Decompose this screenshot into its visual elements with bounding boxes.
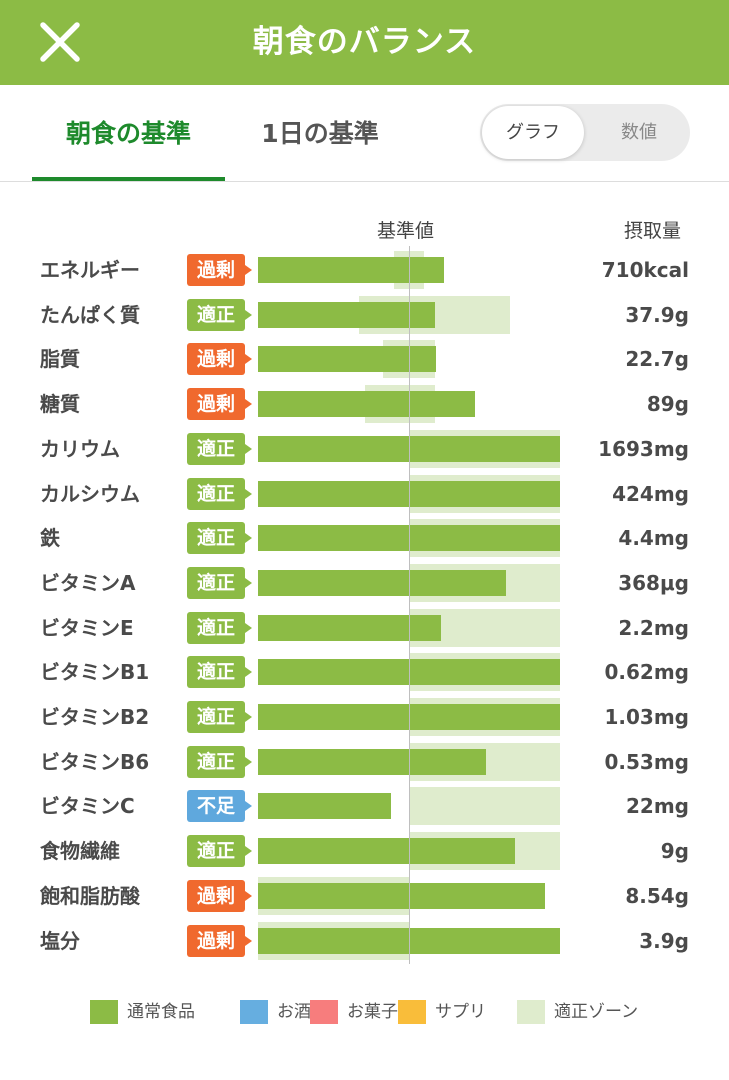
legend-swatch bbox=[517, 1000, 545, 1024]
nutrient-row: 鉄 適正 4.4mg bbox=[0, 516, 729, 560]
nutrient-name: 飽和脂肪酸 bbox=[40, 883, 140, 908]
nutrient-row: カリウム 適正 1693mg bbox=[0, 427, 729, 471]
intake-bar bbox=[258, 793, 391, 820]
status-badge: 適正 bbox=[187, 656, 252, 689]
active-tab-indicator bbox=[32, 177, 225, 181]
intake-column-header: 摂取量 bbox=[624, 220, 682, 242]
intake-value: 3.9g bbox=[639, 928, 689, 953]
baseline-column-header: 基準値 bbox=[377, 220, 435, 242]
intake-value: 22.7g bbox=[625, 347, 689, 372]
intake-bar bbox=[258, 614, 441, 641]
nutrient-row: ビタミンB6 適正 0.53mg bbox=[0, 740, 729, 784]
nutrient-name: ビタミンE bbox=[40, 615, 134, 640]
legend-swatch bbox=[398, 1000, 426, 1024]
intake-value: 8.54g bbox=[625, 883, 689, 908]
intake-bar bbox=[258, 748, 486, 775]
intake-value: 710kcal bbox=[601, 258, 689, 282]
nutrient-row: 塩分 過剰 3.9g bbox=[0, 919, 729, 963]
tab-daily-standard[interactable]: 1日の基準 bbox=[261, 119, 379, 148]
legend-label: 通常食品 bbox=[127, 1002, 195, 1022]
nutrient-name: たんぱく質 bbox=[40, 302, 140, 327]
status-badge: 過剰 bbox=[187, 388, 252, 421]
intake-bar bbox=[258, 391, 476, 418]
intake-value: 22mg bbox=[626, 794, 689, 819]
close-button[interactable] bbox=[38, 20, 82, 64]
intake-bar bbox=[258, 346, 437, 373]
close-icon bbox=[40, 22, 80, 62]
baseline-line bbox=[409, 246, 410, 964]
nutrient-row: 食物繊維 適正 9g bbox=[0, 829, 729, 873]
nutrient-row: 糖質 過剰 89g bbox=[0, 382, 729, 426]
intake-value: 4.4mg bbox=[618, 526, 689, 551]
status-badge: 適正 bbox=[187, 432, 252, 465]
nutrient-row: ビタミンA 適正 368μg bbox=[0, 561, 729, 605]
nutrient-name: エネルギー bbox=[40, 258, 140, 282]
nutrient-row: エネルギー 過剰 710kcal bbox=[0, 248, 729, 292]
nutrient-name: カリウム bbox=[40, 436, 120, 461]
intake-value: 9g bbox=[660, 839, 689, 864]
intake-value: 0.62mg bbox=[604, 660, 689, 685]
legend-label: 適正ゾーン bbox=[554, 1002, 639, 1022]
status-badge: 適正 bbox=[187, 701, 252, 733]
nutrient-row: 脂質 過剰 22.7g bbox=[0, 337, 729, 381]
legend-label: お酒 bbox=[277, 1002, 311, 1022]
nutrient-name: 鉄 bbox=[40, 526, 60, 551]
nutrient-name: 食物繊維 bbox=[40, 839, 120, 864]
appropriate-zone bbox=[409, 787, 560, 826]
status-badge: 適正 bbox=[187, 611, 252, 644]
nutrient-name: 糖質 bbox=[40, 392, 80, 417]
header-bar: 朝食のバランス bbox=[0, 0, 729, 85]
nutrient-name: ビタミンB2 bbox=[40, 705, 150, 729]
intake-bar bbox=[258, 569, 506, 596]
nutrient-row: カルシウム 適正 424mg bbox=[0, 472, 729, 516]
status-badge: 適正 bbox=[187, 835, 252, 868]
intake-value: 0.53mg bbox=[604, 749, 689, 774]
nutrient-name: ビタミンB6 bbox=[40, 749, 150, 774]
legend-label: お菓子 bbox=[347, 1002, 398, 1022]
toggle-graph-option[interactable]: グラフ bbox=[482, 106, 584, 159]
status-badge: 適正 bbox=[187, 566, 252, 599]
intake-bar bbox=[258, 882, 545, 909]
intake-bar bbox=[258, 301, 435, 328]
view-toggle: グラフ 数値 bbox=[480, 104, 690, 161]
page-title: 朝食のバランス bbox=[252, 24, 477, 60]
legend-label: サプリ bbox=[435, 1002, 486, 1022]
nutrient-row: ビタミンB2 適正 1.03mg bbox=[0, 695, 729, 739]
status-badge: 適正 bbox=[187, 298, 252, 331]
nutrient-name: ビタミンA bbox=[40, 570, 136, 595]
intake-value: 424mg bbox=[612, 481, 689, 506]
intake-value: 37.9g bbox=[625, 302, 689, 327]
status-badge: 適正 bbox=[187, 522, 252, 555]
status-badge: 適正 bbox=[187, 745, 252, 778]
tab-divider bbox=[0, 181, 729, 182]
status-badge: 過剰 bbox=[187, 343, 252, 376]
nutrient-name: カルシウム bbox=[40, 481, 140, 506]
nutrient-row: たんぱく質 適正 37.9g bbox=[0, 293, 729, 337]
nutrient-row: ビタミンB1 適正 0.62mg bbox=[0, 650, 729, 694]
legend-swatch bbox=[90, 1000, 118, 1024]
legend-swatch bbox=[310, 1000, 338, 1024]
nutrient-row: ビタミンC 不足 22mg bbox=[0, 784, 729, 828]
legend-swatch bbox=[240, 1000, 268, 1024]
status-badge: 適正 bbox=[187, 477, 252, 510]
status-badge: 過剰 bbox=[187, 879, 252, 912]
status-badge: 過剰 bbox=[187, 924, 252, 957]
intake-bar bbox=[258, 838, 515, 865]
intake-value: 1693mg bbox=[598, 436, 689, 461]
intake-value: 89g bbox=[646, 392, 689, 417]
nutrient-row: 飽和脂肪酸 過剰 8.54g bbox=[0, 874, 729, 918]
nutrient-name: ビタミンC bbox=[40, 794, 135, 819]
toggle-value-option[interactable]: 数値 bbox=[621, 122, 657, 143]
status-badge: 不足 bbox=[187, 790, 252, 823]
intake-value: 368μg bbox=[618, 570, 689, 595]
intake-value: 1.03mg bbox=[604, 705, 689, 729]
nutrient-name: 塩分 bbox=[40, 928, 80, 953]
nutrient-name: ビタミンB1 bbox=[40, 660, 150, 685]
intake-value: 2.2mg bbox=[618, 615, 689, 640]
tab-breakfast-standard[interactable]: 朝食の基準 bbox=[65, 119, 191, 148]
intake-bar bbox=[258, 257, 444, 283]
nutrient-row: ビタミンE 適正 2.2mg bbox=[0, 606, 729, 650]
status-badge: 過剰 bbox=[187, 254, 252, 286]
nutrient-name: 脂質 bbox=[40, 347, 80, 372]
